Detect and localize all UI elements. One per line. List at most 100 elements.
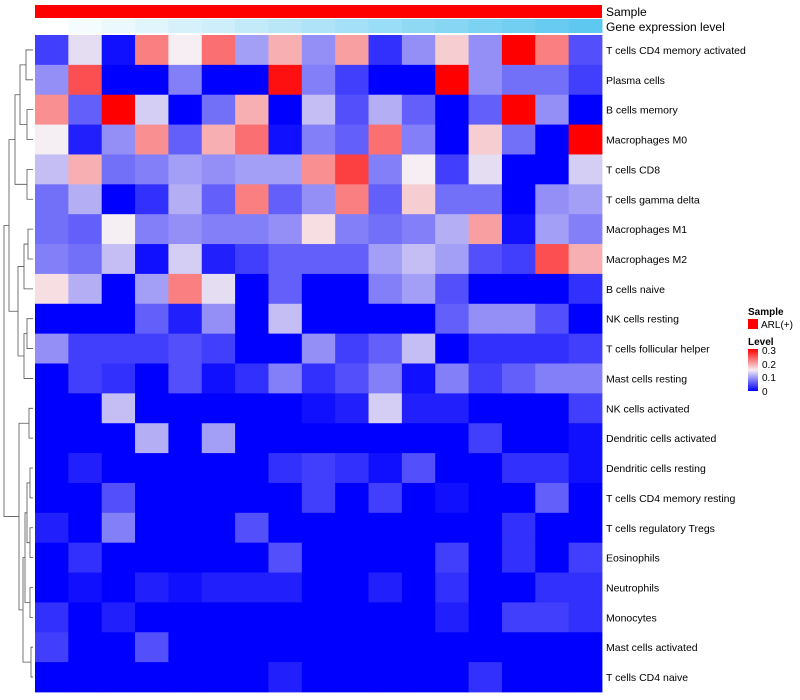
annotation-cell-expression [401, 19, 436, 33]
heatmap-cell [468, 35, 503, 66]
heatmap-cell [501, 124, 536, 155]
heatmap-cell [135, 154, 169, 185]
row-label: T cells CD4 memory activated [606, 45, 746, 57]
heatmap-cell [235, 35, 269, 66]
heatmap-cell [501, 572, 536, 603]
heatmap-cell [468, 273, 503, 305]
heatmap-cell [335, 273, 369, 305]
heatmap-cell [468, 303, 503, 335]
heatmap-cell [535, 333, 570, 364]
heatmap-cell [68, 393, 103, 424]
heatmap-cell [335, 393, 369, 424]
heatmap-cell [301, 363, 336, 394]
heatmap-cell [135, 662, 169, 693]
heatmap-cell [368, 124, 403, 155]
heatmap-cell [135, 363, 169, 394]
heatmap-cell [235, 393, 269, 424]
heatmap-cell [35, 214, 69, 245]
heatmap-cell [168, 94, 203, 125]
heatmap-cell [168, 482, 203, 514]
heatmap-cell [135, 124, 169, 155]
heatmap-cell [401, 273, 436, 305]
heatmap-cell [501, 303, 536, 335]
heatmap-cell [301, 244, 336, 275]
heatmap-cell [568, 124, 603, 155]
heatmap-cell [335, 632, 369, 663]
heatmap-cell [435, 632, 469, 663]
heatmap-cell [535, 453, 570, 484]
heatmap-cell [535, 423, 570, 454]
heatmap-cell [201, 214, 236, 245]
heatmap-cell [235, 363, 269, 394]
heatmap-cell [535, 35, 570, 66]
legend-tick-02: 0.2 [762, 360, 776, 371]
heatmap-cell [201, 244, 236, 275]
heatmap-cell [568, 363, 603, 394]
heatmap-cell [35, 273, 69, 305]
heatmap-cell [235, 482, 269, 514]
heatmap-cell [435, 273, 469, 305]
annotation-cell-expression [501, 19, 536, 33]
heatmap-cell [68, 154, 103, 185]
annotation-cell-expression [368, 19, 403, 33]
heatmap-cell [368, 602, 403, 633]
heatmap-cell [301, 572, 336, 603]
heatmap-cell [535, 273, 570, 305]
heatmap-cell [435, 482, 469, 514]
heatmap-cell [535, 512, 570, 544]
heatmap-cell [135, 512, 169, 544]
row-label: Dendritic cells resting [606, 463, 706, 475]
heatmap-cell [101, 35, 136, 66]
heatmap-cell [568, 572, 603, 603]
heatmap-cell [135, 64, 169, 96]
heatmap-cell [535, 572, 570, 603]
heatmap-cell [368, 214, 403, 245]
heatmap-cell [168, 303, 203, 335]
heatmap-cell [135, 273, 169, 305]
row-label: NK cells activated [606, 403, 690, 415]
heatmap-cell [401, 244, 436, 275]
heatmap-cell [468, 244, 503, 275]
heatmap-cell [401, 482, 436, 514]
heatmap-cell [501, 512, 536, 544]
heatmap-cell [401, 154, 436, 185]
heatmap-cell [301, 184, 336, 215]
annotation-cell-expression [235, 19, 269, 33]
heatmap-cell [335, 333, 369, 364]
heatmap-cell [68, 94, 103, 125]
heatmap-cell [368, 184, 403, 215]
heatmap-cell [435, 602, 469, 633]
heatmap-cell [468, 602, 503, 633]
heatmap-cell [68, 602, 103, 633]
heatmap-cell [368, 35, 403, 66]
heatmap-cell [101, 423, 136, 454]
heatmap-cell [501, 632, 536, 663]
heatmap-cell [235, 572, 269, 603]
heatmap-cell [501, 542, 536, 573]
heatmap-cell [35, 184, 69, 215]
heatmap-cell [435, 542, 469, 573]
heatmap-cell [401, 214, 436, 245]
heatmap-cell [135, 542, 169, 573]
heatmap-cell [535, 184, 570, 215]
heatmap-cell [35, 94, 69, 125]
heatmap-cell [201, 64, 236, 96]
heatmap-cell [268, 632, 303, 663]
heatmap-cell [135, 393, 169, 424]
heatmap-cell [201, 393, 236, 424]
heatmap-cell [135, 572, 169, 603]
heatmap-cell [35, 363, 69, 394]
heatmap-cell [468, 124, 503, 155]
heatmap-cell [468, 363, 503, 394]
heatmap-cell [135, 602, 169, 633]
row-label: T cells follicular helper [606, 344, 710, 356]
heatmap-cell [535, 124, 570, 155]
heatmap-cell [268, 453, 303, 484]
heatmap-cell [268, 602, 303, 633]
row-label: Macrophages M2 [606, 254, 687, 266]
heatmap-cell [435, 214, 469, 245]
heatmap-cell [435, 184, 469, 215]
heatmap-cell [168, 542, 203, 573]
heatmap-cell [501, 94, 536, 125]
